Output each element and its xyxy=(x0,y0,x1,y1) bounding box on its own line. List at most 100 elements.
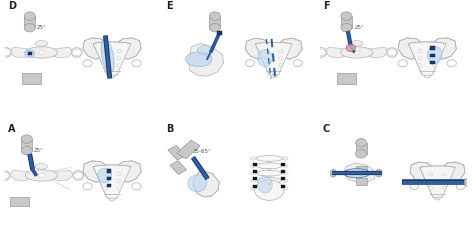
Ellipse shape xyxy=(255,180,284,200)
Ellipse shape xyxy=(38,173,45,178)
Bar xyxy=(254,163,257,166)
Circle shape xyxy=(443,180,446,183)
Polygon shape xyxy=(93,42,131,77)
Ellipse shape xyxy=(251,186,256,190)
Circle shape xyxy=(83,183,92,190)
Text: E: E xyxy=(166,1,173,12)
Ellipse shape xyxy=(256,155,283,161)
Bar xyxy=(107,184,111,187)
Polygon shape xyxy=(170,161,187,174)
Ellipse shape xyxy=(257,185,281,191)
Polygon shape xyxy=(116,161,141,182)
Polygon shape xyxy=(363,47,389,58)
Ellipse shape xyxy=(283,186,288,190)
Polygon shape xyxy=(337,73,356,84)
Ellipse shape xyxy=(283,164,288,168)
Circle shape xyxy=(447,60,456,67)
Circle shape xyxy=(429,173,432,176)
Ellipse shape xyxy=(109,198,115,201)
Text: D: D xyxy=(8,1,16,12)
Ellipse shape xyxy=(354,50,360,55)
Ellipse shape xyxy=(24,12,35,20)
Ellipse shape xyxy=(109,75,115,78)
Ellipse shape xyxy=(35,41,48,46)
Circle shape xyxy=(418,49,422,53)
Ellipse shape xyxy=(73,171,84,180)
Circle shape xyxy=(456,183,465,189)
Ellipse shape xyxy=(25,170,58,181)
Polygon shape xyxy=(189,43,224,76)
Ellipse shape xyxy=(316,48,327,57)
Ellipse shape xyxy=(38,50,45,55)
Circle shape xyxy=(346,44,356,52)
Polygon shape xyxy=(177,140,200,159)
Bar xyxy=(282,163,285,166)
Polygon shape xyxy=(341,16,352,28)
Ellipse shape xyxy=(257,50,272,67)
Ellipse shape xyxy=(101,39,114,73)
Ellipse shape xyxy=(251,179,256,182)
Circle shape xyxy=(103,172,107,176)
Circle shape xyxy=(103,64,107,67)
Ellipse shape xyxy=(35,164,48,169)
Circle shape xyxy=(264,64,269,67)
Circle shape xyxy=(103,187,107,190)
Ellipse shape xyxy=(356,150,366,158)
Ellipse shape xyxy=(425,75,430,78)
Circle shape xyxy=(117,57,121,60)
Polygon shape xyxy=(409,42,446,77)
Circle shape xyxy=(117,180,121,183)
Ellipse shape xyxy=(283,179,288,182)
Circle shape xyxy=(429,186,432,189)
Circle shape xyxy=(73,49,81,56)
Ellipse shape xyxy=(465,178,469,186)
Bar xyxy=(27,52,32,55)
Circle shape xyxy=(432,49,437,53)
Polygon shape xyxy=(116,38,141,59)
Text: 25°: 25° xyxy=(355,25,364,30)
Ellipse shape xyxy=(340,47,373,58)
Ellipse shape xyxy=(197,46,212,55)
Ellipse shape xyxy=(185,52,212,67)
Circle shape xyxy=(132,183,141,190)
Circle shape xyxy=(2,49,10,56)
Polygon shape xyxy=(93,165,131,200)
Ellipse shape xyxy=(251,157,256,160)
Circle shape xyxy=(429,180,432,183)
Text: A: A xyxy=(8,124,15,135)
Polygon shape xyxy=(9,47,36,58)
Bar xyxy=(107,177,111,180)
Text: F: F xyxy=(323,1,329,12)
Ellipse shape xyxy=(350,41,363,46)
Circle shape xyxy=(264,57,269,60)
Circle shape xyxy=(103,57,107,60)
Polygon shape xyxy=(356,166,366,173)
Ellipse shape xyxy=(24,23,35,32)
Ellipse shape xyxy=(344,169,370,178)
Polygon shape xyxy=(47,170,74,181)
Bar xyxy=(430,54,435,57)
Ellipse shape xyxy=(341,12,352,20)
Ellipse shape xyxy=(251,164,256,168)
Polygon shape xyxy=(344,163,376,182)
Polygon shape xyxy=(47,47,74,58)
Circle shape xyxy=(83,60,92,67)
Text: B: B xyxy=(166,124,174,135)
Bar xyxy=(282,185,285,188)
Circle shape xyxy=(388,49,396,56)
Ellipse shape xyxy=(25,50,35,57)
Polygon shape xyxy=(193,171,219,197)
Ellipse shape xyxy=(283,171,288,175)
Ellipse shape xyxy=(386,48,398,57)
Ellipse shape xyxy=(0,48,12,57)
Ellipse shape xyxy=(268,161,271,163)
Circle shape xyxy=(432,57,437,60)
Ellipse shape xyxy=(271,75,276,78)
Bar xyxy=(282,177,285,180)
Ellipse shape xyxy=(210,12,220,20)
Ellipse shape xyxy=(268,168,271,170)
Polygon shape xyxy=(210,16,220,28)
Circle shape xyxy=(264,50,269,53)
Ellipse shape xyxy=(375,169,382,177)
Bar xyxy=(282,170,285,173)
